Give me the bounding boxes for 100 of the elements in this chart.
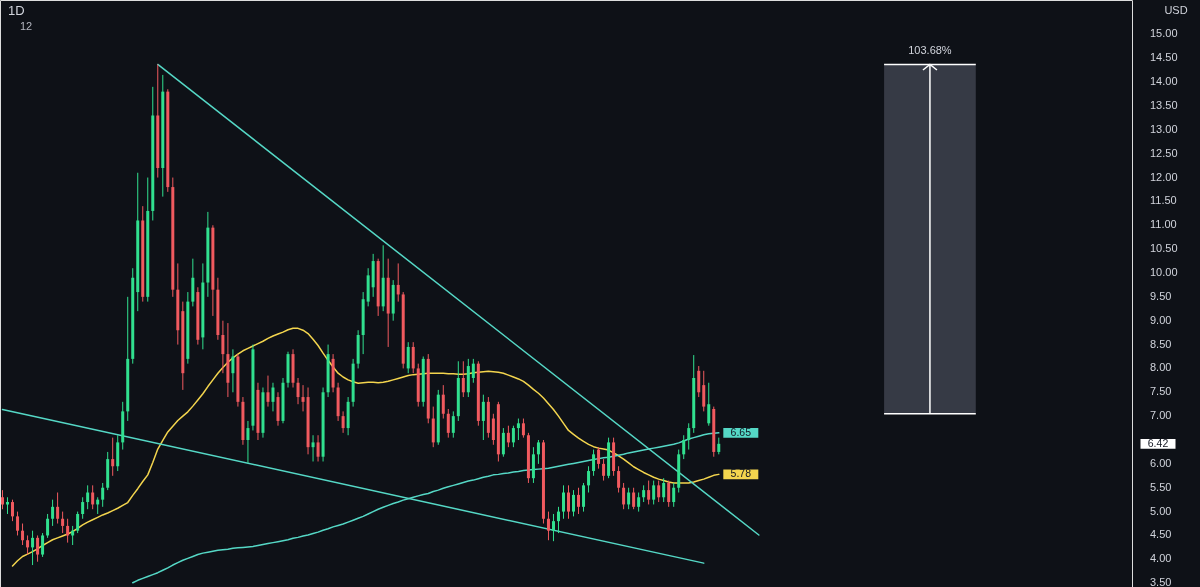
y-tick-label: 3.50 <box>1150 576 1172 587</box>
candlestick <box>536 439 540 465</box>
candlestick <box>446 408 450 439</box>
candlestick <box>702 370 706 412</box>
y-tick-label: 12.50 <box>1150 146 1178 159</box>
candlestick <box>647 480 651 505</box>
candlestick <box>556 506 560 534</box>
candlestick <box>101 482 105 508</box>
candlestick <box>301 384 305 412</box>
data-label: 6.65 <box>730 425 752 438</box>
candlestick <box>506 425 510 448</box>
y-tick-label: 7.00 <box>1150 409 1172 422</box>
y-tick-label: 10.50 <box>1150 242 1178 255</box>
text: 6.42 <box>1147 436 1169 449</box>
candlestick <box>551 513 555 542</box>
band-label: 103.68% <box>908 44 952 57</box>
candlestick <box>1 489 5 510</box>
y-tick-label: 5.50 <box>1150 480 1172 493</box>
candlestick <box>682 434 686 460</box>
y-axis-title: USD <box>1164 4 1188 16</box>
candlestick <box>707 382 711 427</box>
y-tick-label: 8.50 <box>1150 337 1172 350</box>
candlestick <box>41 532 45 558</box>
candlestick <box>461 360 465 398</box>
candlestick <box>21 523 25 546</box>
candlestick <box>577 487 581 515</box>
candlestick <box>191 258 195 307</box>
y-tick-label: 7.50 <box>1150 385 1172 398</box>
candlestick <box>36 534 40 563</box>
candlestick <box>26 534 30 556</box>
y-tick-label: 13.50 <box>1150 98 1178 111</box>
candlestick <box>221 320 225 374</box>
y-tick-label: 8.00 <box>1150 361 1172 374</box>
candlestick <box>271 382 275 412</box>
candlestick <box>657 480 661 503</box>
candlestick <box>111 437 115 477</box>
candlestick <box>66 518 70 544</box>
candlestick <box>687 422 691 451</box>
y-tick-label: 10.00 <box>1150 265 1178 278</box>
candlestick <box>602 458 606 482</box>
y-tick-label: 15.00 <box>1150 27 1178 40</box>
candlestick <box>341 410 345 434</box>
candlestick <box>501 427 505 458</box>
candlestick <box>61 511 65 534</box>
candlestick <box>617 465 621 494</box>
candlestick <box>491 413 495 446</box>
candlestick <box>81 496 85 520</box>
line-series <box>11 327 720 567</box>
annotation: 12 <box>20 20 33 32</box>
candlestick <box>567 484 571 520</box>
y-tick-label: 13.00 <box>1150 122 1178 135</box>
candlestick <box>652 480 656 505</box>
candlestick <box>451 410 455 439</box>
y-tick-label: 11.00 <box>1150 218 1177 231</box>
candlestick <box>622 482 626 510</box>
data-label: 5.78 <box>730 467 752 480</box>
candlestick <box>582 482 586 513</box>
candlestick <box>431 406 435 448</box>
candlestick <box>546 511 550 541</box>
candlestick <box>11 499 15 522</box>
candlestick <box>86 484 90 510</box>
candlestick <box>662 477 666 503</box>
candlestick <box>56 492 60 525</box>
candlestick <box>697 365 701 398</box>
y-tick-label: 14.50 <box>1150 51 1178 64</box>
candlestick <box>76 511 80 534</box>
candlestick <box>441 384 445 420</box>
y-tick-label: 4.50 <box>1150 528 1172 541</box>
candlestick <box>16 511 20 536</box>
y-tick-label: 6.00 <box>1150 456 1172 469</box>
candlestick <box>521 418 525 439</box>
candlestick <box>296 377 300 405</box>
candlestick <box>627 487 631 510</box>
candlestick <box>276 391 280 427</box>
candlestick <box>637 492 641 513</box>
candlestick <box>316 434 320 462</box>
candlestick <box>597 446 601 470</box>
y-tick-label: 5.00 <box>1150 504 1172 517</box>
candlestick <box>396 262 400 303</box>
candlestick <box>46 513 50 539</box>
candlestick <box>561 484 565 520</box>
candlestick <box>516 418 520 441</box>
candlestick <box>587 465 591 494</box>
candlestick <box>116 434 120 472</box>
candlestick <box>592 449 596 477</box>
candlestick <box>91 484 95 510</box>
candlestick <box>411 341 415 374</box>
candlestick <box>672 482 676 508</box>
y-tick-label: 9.50 <box>1150 289 1172 302</box>
candlestick <box>632 487 636 510</box>
candlestick <box>667 480 671 508</box>
candlestick <box>246 420 250 464</box>
candlestick <box>481 394 485 441</box>
candlestick <box>31 530 35 566</box>
candlestick <box>471 358 475 384</box>
candlestick <box>231 348 235 393</box>
candlestick <box>51 499 55 527</box>
candlestick <box>531 446 535 484</box>
y-tick-label: 14.00 <box>1150 75 1178 88</box>
chart-title: 1D <box>8 3 25 18</box>
